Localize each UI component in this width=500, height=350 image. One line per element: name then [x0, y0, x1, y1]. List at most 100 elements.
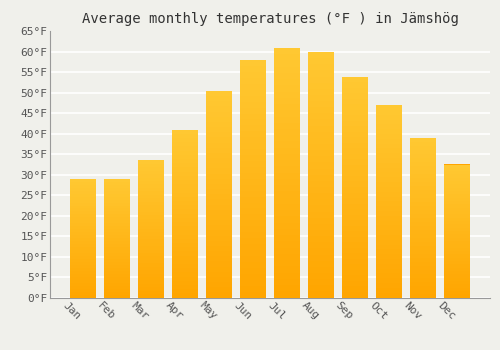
Bar [138, 256, 164, 260]
Bar [172, 184, 198, 188]
Bar [376, 192, 402, 196]
Bar [70, 250, 96, 253]
Bar [206, 215, 232, 220]
Bar [172, 142, 198, 147]
Bar [410, 278, 436, 281]
Bar [342, 292, 368, 298]
Bar [410, 241, 436, 246]
Bar [206, 194, 232, 200]
Bar [308, 218, 334, 224]
Bar [240, 179, 266, 185]
Bar [410, 142, 436, 146]
Bar [376, 220, 402, 225]
Bar [138, 263, 164, 267]
Bar [376, 201, 402, 206]
Bar [308, 187, 334, 193]
Bar [274, 98, 300, 104]
Bar [172, 167, 198, 172]
Bar [274, 279, 300, 285]
Bar [138, 195, 164, 198]
Bar [376, 139, 402, 144]
Bar [342, 281, 368, 286]
Bar [104, 203, 130, 205]
Bar [410, 226, 436, 230]
Bar [274, 54, 300, 60]
Bar [274, 216, 300, 223]
Bar [70, 286, 96, 289]
Bar [410, 154, 436, 158]
Bar [206, 282, 232, 287]
Bar [206, 204, 232, 210]
Bar [444, 244, 470, 248]
Bar [274, 285, 300, 291]
Bar [104, 179, 130, 182]
Bar [410, 190, 436, 194]
Bar [308, 291, 334, 298]
Bar [240, 60, 266, 66]
Bar [308, 132, 334, 138]
Bar [342, 220, 368, 226]
Bar [410, 178, 436, 182]
Bar [104, 209, 130, 211]
Bar [308, 58, 334, 64]
Bar [70, 188, 96, 191]
Bar [240, 143, 266, 149]
Bar [444, 241, 470, 244]
Bar [274, 66, 300, 73]
Bar [70, 205, 96, 209]
Bar [104, 211, 130, 215]
Bar [70, 259, 96, 262]
Bar [410, 162, 436, 166]
Bar [308, 242, 334, 248]
Bar [410, 150, 436, 154]
Bar [172, 209, 198, 214]
Bar [308, 89, 334, 95]
Bar [274, 60, 300, 66]
Bar [138, 198, 164, 202]
Bar [410, 166, 436, 170]
Bar [70, 253, 96, 256]
Bar [308, 211, 334, 218]
Bar [104, 277, 130, 280]
Bar [104, 223, 130, 226]
Bar [172, 155, 198, 159]
Bar [410, 146, 436, 150]
Bar [240, 274, 266, 280]
Bar [342, 132, 368, 137]
Bar [274, 273, 300, 279]
Bar [70, 215, 96, 217]
Bar [206, 158, 232, 163]
Bar [240, 238, 266, 244]
Bar [240, 84, 266, 90]
Bar [376, 158, 402, 163]
Bar [274, 191, 300, 198]
Bar [138, 250, 164, 253]
Bar [444, 267, 470, 271]
Bar [444, 254, 470, 258]
Bar [240, 209, 266, 215]
Bar [274, 167, 300, 173]
Bar [410, 170, 436, 174]
Bar [172, 193, 198, 197]
Bar [308, 101, 334, 107]
Bar [104, 259, 130, 262]
Bar [206, 261, 232, 266]
Bar [342, 110, 368, 115]
Bar [376, 105, 402, 298]
Bar [172, 222, 198, 226]
Bar [172, 256, 198, 260]
Bar [206, 287, 232, 292]
Bar [274, 117, 300, 123]
Bar [308, 126, 334, 132]
Bar [70, 197, 96, 199]
Bar [342, 204, 368, 209]
Bar [138, 229, 164, 232]
Bar [172, 247, 198, 251]
Bar [104, 262, 130, 265]
Bar [376, 235, 402, 240]
Bar [444, 224, 470, 228]
Bar [342, 226, 368, 231]
Bar [240, 286, 266, 292]
Bar [410, 198, 436, 202]
Bar [240, 197, 266, 203]
